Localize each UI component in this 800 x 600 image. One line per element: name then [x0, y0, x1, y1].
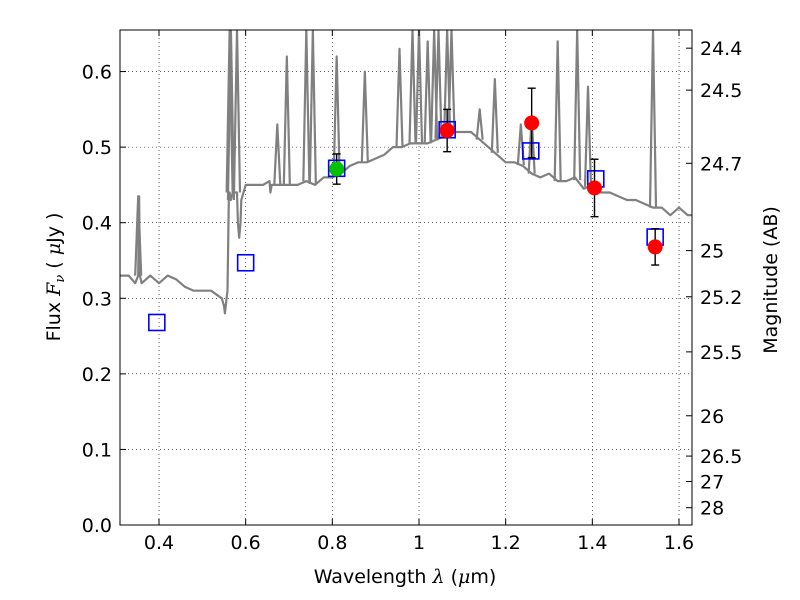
y-axis-label: Flux Fν ( μJy ): [43, 213, 68, 342]
emission-spike: [434, 30, 443, 139]
emission-spike: [225, 30, 234, 193]
photometry-point: [587, 180, 602, 196]
emission-spike: [302, 30, 311, 182]
emission-spike: [573, 30, 582, 181]
x-tick-label: 0.6: [231, 532, 261, 554]
y-tick-label: 0.0: [82, 515, 112, 537]
magnitude-tick-label: 25: [700, 241, 724, 263]
magnitude-tick-label: 24.7: [700, 153, 742, 175]
y-tick-label: 0.1: [82, 439, 112, 461]
magnitude-tick-label: 27: [700, 472, 724, 494]
y-tick-label: 0.2: [82, 364, 112, 386]
magnitude-axis-label: Magnitude (AB): [760, 206, 782, 354]
emission-spike: [408, 30, 417, 144]
emission-spike: [414, 30, 424, 144]
y-tick-label: 0.3: [82, 288, 112, 310]
emission-spike: [583, 85, 593, 187]
magnitude-tick-label: 25.2: [700, 287, 742, 309]
x-axis-label: Wavelength λ (μm): [314, 566, 497, 588]
x-tick-label: 1.2: [491, 532, 521, 554]
emission-spike: [308, 30, 317, 185]
magnitude-tick-label: 25.5: [700, 342, 742, 364]
grid: [120, 30, 692, 526]
magnitude-tick-label: 28: [700, 498, 724, 520]
magnitude-tick-label: 24.4: [700, 38, 742, 60]
emission-spike: [423, 40, 432, 144]
axes-frame: [119, 29, 693, 526]
photometry-point: [524, 115, 540, 131]
plot-series: [120, 30, 692, 315]
x-tick-label: 0.8: [317, 532, 347, 554]
emission-spike: [648, 30, 658, 208]
emission-spike: [332, 55, 341, 176]
emission-spike: [226, 30, 236, 201]
y-tick-label: 0.4: [82, 213, 112, 235]
model-square-marker: [148, 313, 166, 332]
y-tick-label: 0.5: [82, 137, 112, 159]
magnitude-tick-label: 26.5: [700, 446, 742, 468]
model-square-marker: [521, 142, 540, 160]
magnitude-tick-label: 24.5: [700, 80, 742, 102]
emission-spike: [447, 30, 456, 134]
emission-spike: [232, 30, 242, 193]
y-tick-label: 0.6: [82, 62, 112, 84]
magnitude-tick-label: 26: [700, 406, 724, 428]
x-tick-label: 1.4: [577, 532, 607, 554]
photometry-point: [439, 123, 455, 139]
emission-spike: [360, 70, 369, 163]
spectrum-line: [120, 130, 692, 315]
model-square-marker: [236, 253, 255, 272]
emission-spike: [282, 55, 291, 185]
x-tick-label: 0.4: [144, 532, 174, 554]
emission-spike: [490, 78, 499, 153]
ticks: 0.4 0.6 0.8 1 1.2 1.4 1.6 0.0 0.1 0.2 0.3 0.4 0.5 0.6…: [82, 30, 742, 554]
x-tick-label: 1.6: [664, 532, 694, 554]
photometry-markers: [148, 87, 664, 332]
emission-spike: [475, 108, 484, 140]
x-tick-label: 1: [413, 532, 425, 554]
emission-spike: [395, 47, 404, 148]
photometry-point: [329, 161, 345, 177]
emission-spike: [273, 123, 282, 185]
emission-spike: [553, 40, 562, 182]
emission-spike: [134, 195, 143, 276]
photometry-point: [647, 239, 663, 255]
